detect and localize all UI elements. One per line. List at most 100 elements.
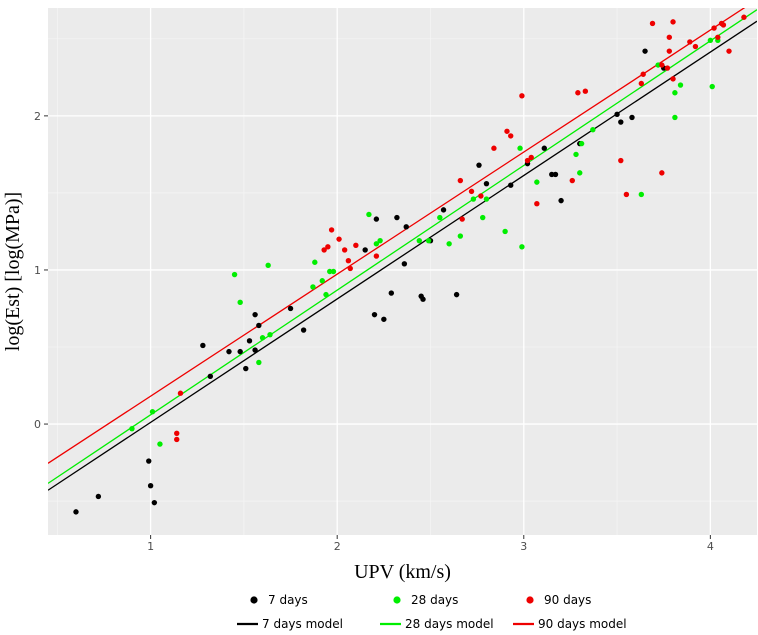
- data-point-90-days: [534, 200, 540, 207]
- model-line-7-days-model: [48, 20, 757, 491]
- data-point-7-days: [614, 111, 620, 118]
- data-point-28-days: [502, 228, 508, 235]
- data-point-28-days: [578, 140, 585, 147]
- data-point-28-days: [672, 90, 678, 96]
- data-point-28-days: [573, 151, 579, 158]
- data-point-90-days: [638, 80, 645, 87]
- data-points: [73, 14, 747, 515]
- data-point-7-days: [300, 327, 307, 333]
- legend-key-90-days: [526, 596, 534, 604]
- legend-label: 28 days model: [405, 617, 494, 631]
- data-point-7-days: [394, 214, 400, 221]
- data-point-7-days: [483, 180, 490, 187]
- data-point-90-days: [670, 19, 676, 25]
- data-point-7-days: [381, 316, 387, 322]
- data-point-90-days: [649, 20, 656, 27]
- data-point-28-days: [655, 62, 661, 68]
- data-point-90-days: [174, 430, 180, 436]
- data-point-7-days: [252, 347, 258, 353]
- data-point-7-days: [541, 145, 547, 151]
- data-point-90-days: [457, 177, 464, 184]
- data-point-28-days: [366, 211, 372, 218]
- data-point-28-days: [470, 196, 477, 202]
- data-point-28-days: [480, 214, 486, 221]
- data-point-28-days: [149, 409, 156, 415]
- data-point-28-days: [256, 359, 262, 366]
- x-tick-label: 4: [707, 540, 714, 553]
- data-point-28-days: [319, 278, 325, 284]
- data-point-90-days: [528, 154, 534, 161]
- data-point-7-days: [558, 197, 564, 204]
- y-tick-label: 0: [34, 418, 41, 431]
- data-point-90-days: [670, 76, 676, 82]
- x-tick-label: 2: [334, 540, 341, 553]
- legend-label: 90 days model: [538, 617, 627, 631]
- data-point-90-days: [345, 258, 352, 264]
- data-point-90-days: [692, 43, 699, 50]
- data-point-7-days: [146, 458, 152, 464]
- data-point-90-days: [687, 39, 693, 45]
- data-point-90-days: [666, 48, 673, 54]
- data-point-90-days: [582, 88, 589, 94]
- x-tick-label: 1: [147, 540, 154, 553]
- legend-label: 28 days: [411, 593, 458, 607]
- x-axis-ticks: 1 2 3 4: [147, 535, 714, 553]
- data-point-90-days: [524, 157, 531, 164]
- data-point-7-days: [618, 119, 624, 125]
- data-point-7-days: [243, 365, 249, 372]
- data-point-7-days: [476, 162, 482, 168]
- data-point-7-days: [401, 261, 408, 267]
- data-point-7-days: [629, 114, 635, 121]
- y-tick-label: 2: [34, 110, 41, 123]
- data-point-28-days: [677, 82, 684, 88]
- data-point-7-days: [73, 509, 79, 515]
- data-point-7-days: [453, 291, 460, 298]
- model-lines: [48, 8, 757, 491]
- data-point-90-days: [174, 436, 180, 443]
- data-point-90-days: [711, 25, 717, 31]
- data-point-7-days: [420, 296, 426, 302]
- data-point-7-days: [508, 182, 514, 188]
- data-point-28-days: [446, 241, 452, 247]
- data-point-90-days: [468, 188, 475, 195]
- data-point-28-days: [259, 335, 266, 341]
- model-line-90-days-model: [48, 8, 746, 464]
- data-point-90-days: [659, 62, 665, 68]
- plot-panel: [48, 8, 757, 535]
- data-point-90-days: [341, 247, 348, 253]
- data-point-28-days: [638, 191, 645, 198]
- data-point-90-days: [741, 14, 747, 20]
- data-point-90-days: [623, 191, 630, 198]
- y-axis-title: log(Est) [log(MPa)]: [2, 192, 24, 351]
- data-point-28-days: [323, 291, 329, 298]
- data-point-28-days: [157, 441, 163, 447]
- data-point-90-days: [491, 145, 497, 151]
- data-point-28-days: [312, 259, 318, 265]
- data-point-28-days: [672, 114, 678, 121]
- model-line-28-days-model: [48, 9, 757, 484]
- data-point-7-days: [552, 171, 559, 178]
- data-point-28-days: [590, 127, 596, 133]
- data-point-90-days: [726, 48, 732, 54]
- data-point-90-days: [353, 242, 359, 249]
- data-point-90-days: [666, 34, 673, 40]
- data-point-7-days: [237, 348, 243, 355]
- legend-key-28-days: [393, 596, 401, 604]
- y-axis-ticks: 0 1 2: [34, 110, 48, 431]
- data-point-90-days: [575, 90, 581, 96]
- data-point-90-days: [519, 93, 525, 99]
- data-point-28-days: [373, 241, 380, 247]
- data-point-28-days: [534, 179, 540, 185]
- legend-label: 90 days: [544, 593, 591, 607]
- data-point-90-days: [618, 157, 624, 164]
- data-point-90-days: [569, 177, 575, 184]
- data-point-28-days: [310, 284, 316, 290]
- data-point-28-days: [327, 268, 333, 275]
- data-point-90-days: [504, 128, 510, 134]
- data-point-90-days: [640, 71, 646, 77]
- data-point-28-days: [129, 425, 135, 432]
- data-point-28-days: [377, 237, 383, 244]
- data-point-7-days: [440, 207, 447, 213]
- data-point-7-days: [252, 311, 258, 318]
